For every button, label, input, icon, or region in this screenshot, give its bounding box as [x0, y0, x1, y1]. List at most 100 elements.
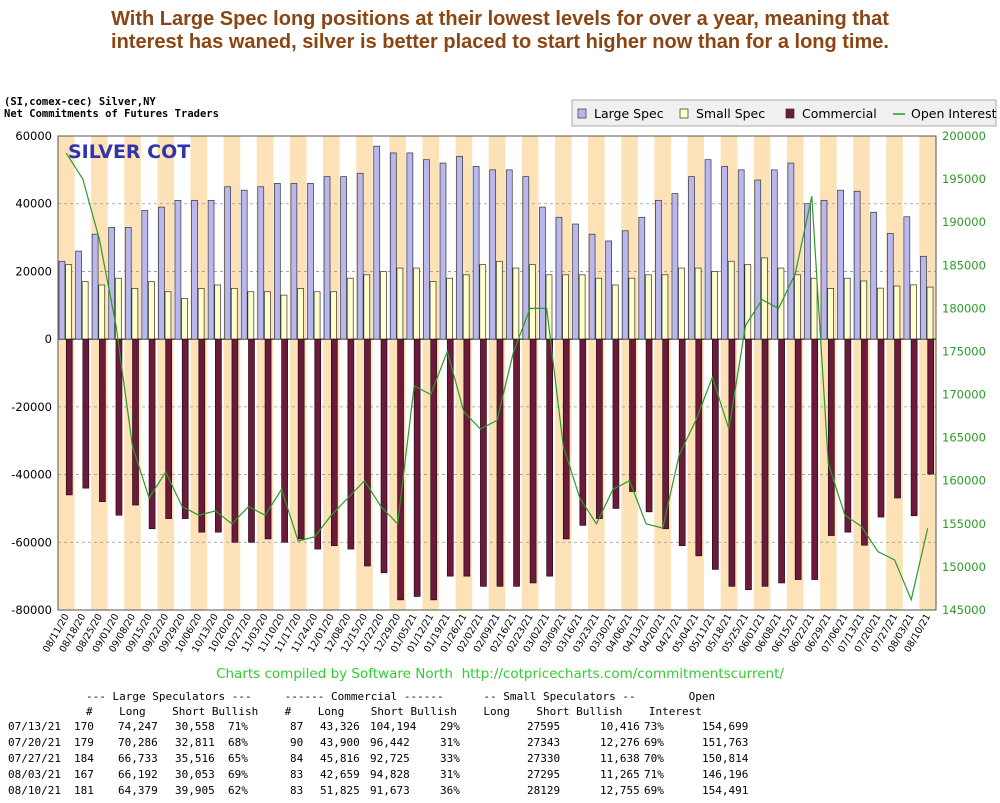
legend-large-spec: Large Spec	[594, 106, 664, 121]
commercial-bar	[811, 338, 819, 580]
small-spec-bar	[727, 260, 735, 340]
large-spec-bar	[158, 206, 165, 340]
large-spec-bar	[853, 190, 861, 340]
y2-tick-label: 150000	[942, 560, 986, 574]
table-cell: 151,763	[702, 736, 749, 749]
column-header-text: # Long Short Bullish # Long Short Bullis…	[86, 705, 702, 718]
large-spec-bar	[770, 169, 778, 340]
table-cell: 69%	[228, 768, 248, 781]
large-spec-bar	[323, 176, 331, 340]
table-cell: 154,699	[702, 720, 749, 733]
commercial-bar	[678, 338, 686, 547]
table-cell: 31%	[440, 736, 460, 749]
table-cell: 69%	[644, 736, 664, 749]
small-spec-bar	[711, 271, 719, 340]
table-cell: 11,265	[600, 768, 640, 781]
small-spec-bar	[678, 267, 685, 340]
small-spec-bar	[98, 284, 106, 340]
large-spec-bar	[207, 199, 215, 340]
small-spec-bar	[562, 274, 569, 340]
table-cell: 74,247	[118, 720, 158, 733]
large-spec-bar	[124, 227, 132, 340]
small-spec-bar	[529, 264, 536, 340]
large-spec-bar	[522, 176, 530, 340]
table-cell: 12,755	[600, 784, 640, 797]
group-header-text: --- Large Speculators --- ------ Commerc…	[86, 690, 716, 703]
small-spec-bar	[247, 291, 255, 340]
large-spec-bar	[539, 206, 546, 340]
table-row: 07/13/21 170 74,247 30,558 71% 87 43,326 104,19…	[0, 720, 1000, 735]
table-cell: 08/10/21	[8, 784, 61, 797]
large-spec-bar	[638, 216, 646, 340]
table-cell: 69%	[644, 784, 664, 797]
table-cell: 28129	[527, 784, 561, 797]
small-spec-bar	[446, 277, 453, 340]
y2-tick-label: 145000	[942, 603, 986, 617]
subtitle-description: Net Commitments of Futures Traders	[4, 108, 219, 120]
legend-small-spec: Small Spec	[696, 106, 765, 121]
commercial-bar	[264, 338, 272, 540]
commercial-bar	[314, 338, 322, 550]
table-row: 08/10/21 181 64,379 39,905 62% 83 51,825 91,673…	[0, 784, 1000, 799]
large-spec-bar	[58, 260, 66, 340]
table-row: 07/20/21 179 70,286 32,811 68% 90 43,900 96,442…	[0, 736, 1000, 751]
commercial-bar	[794, 338, 802, 580]
small-spec-bar	[131, 288, 139, 340]
commercial-bar	[330, 338, 338, 547]
small-spec-bar	[877, 287, 884, 340]
table-cell: 70,286	[118, 736, 158, 749]
cot-chart: -80000 -60000 -40000 -20000 0 20000 40000 60000…	[11, 99, 997, 654]
table-cell: 179	[74, 736, 94, 749]
large-spec-bar	[356, 172, 364, 340]
large-spec-bar	[737, 169, 745, 340]
large-spec-bar	[870, 211, 878, 340]
large-spec-bar	[307, 183, 314, 340]
small-spec-bar	[462, 274, 470, 340]
commercial-bar	[248, 338, 255, 543]
large-spec-bar	[373, 145, 381, 340]
large-spec-bar	[240, 189, 248, 340]
table-cell: 27330	[527, 752, 561, 765]
y-tick-label: -40000	[11, 468, 52, 482]
large-spec-bar	[903, 216, 911, 340]
commercial-bar	[712, 338, 719, 570]
commercial-bar	[745, 338, 752, 591]
commercial-bar	[513, 338, 520, 587]
table-cell: 10,416	[600, 720, 640, 733]
legend: Large Spec Small Spec Commercial Open Inter…	[571, 99, 997, 127]
commercial-bar	[662, 338, 669, 530]
commercial-bar	[827, 338, 835, 536]
commercial-bar	[480, 338, 487, 587]
plot-frame	[57, 135, 937, 611]
table-cell: 92,725	[370, 752, 410, 765]
commercial-bar	[198, 338, 206, 533]
commercial-bar	[695, 338, 703, 557]
headline: With Large Spec long positions at their …	[0, 8, 1000, 54]
commercial-bar	[132, 338, 139, 506]
large-spec-bar	[820, 199, 828, 340]
legend-box	[571, 99, 997, 127]
large-spec-bar	[75, 250, 82, 340]
small-spec-bar	[297, 288, 304, 340]
large-spec-bar	[257, 186, 265, 340]
small-spec-bar	[65, 264, 72, 340]
commercial-bar	[562, 338, 570, 540]
commercial-bar	[496, 338, 504, 587]
small-spec-bar	[280, 294, 288, 340]
large-spec-bar	[787, 162, 795, 340]
table-cell: 167	[74, 768, 94, 781]
commercial-bar	[761, 338, 769, 587]
large-spec-bar	[224, 186, 231, 340]
legend-open-interest: Open Interest	[911, 106, 997, 121]
large-spec-bar	[91, 233, 99, 340]
commercial-bar	[927, 338, 935, 475]
small-spec-bar	[479, 264, 487, 340]
y2-tick-label: 195000	[942, 172, 986, 186]
table-cell: 08/03/21	[8, 768, 61, 781]
large-spec-bar	[141, 210, 149, 340]
table-cell: 64,379	[118, 784, 158, 797]
large-spec-bar	[837, 189, 844, 340]
small-spec-bar	[429, 281, 437, 340]
commercial-bar	[894, 338, 901, 499]
small-spec-bar	[661, 274, 669, 340]
